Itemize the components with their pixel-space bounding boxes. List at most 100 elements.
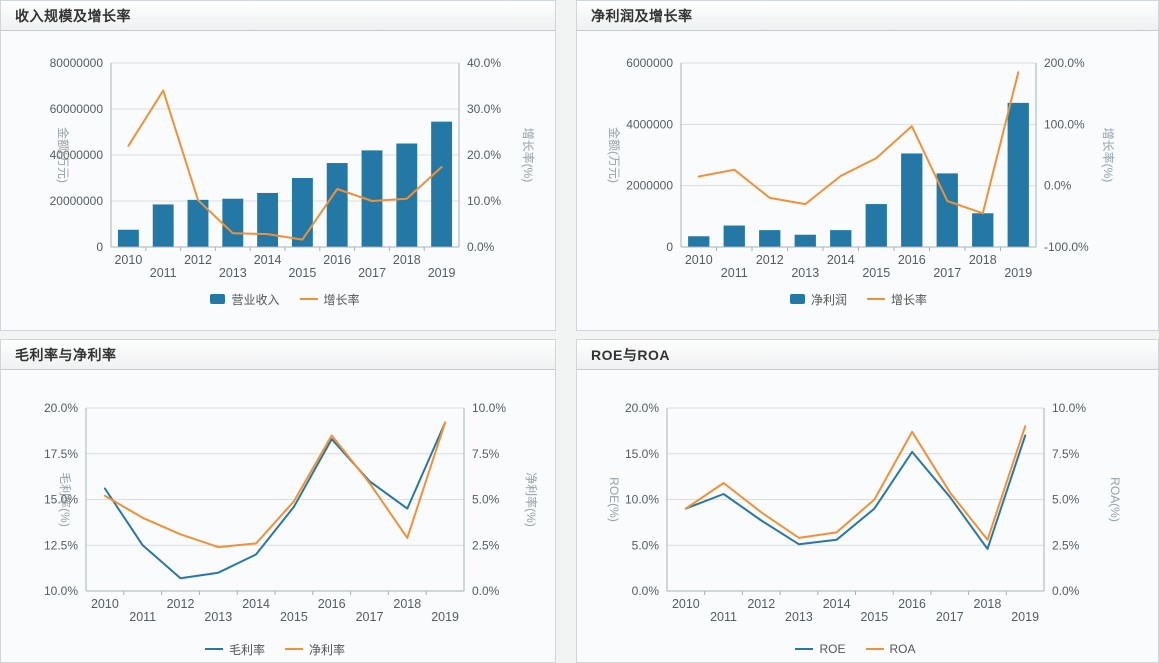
legend-item-line[interactable]: ROA <box>865 642 916 656</box>
bar-2017 <box>361 150 383 247</box>
line-series <box>684 434 1027 550</box>
legend-item-line[interactable]: 增长率 <box>299 291 360 308</box>
x-category-label: 2011 <box>710 610 737 624</box>
netprofit-growth-chart: 0 2000000 4000000 6000000 -100.0% 0.0% 100.0% 2… <box>607 56 1116 280</box>
line-series <box>103 421 447 549</box>
right-tick-label: 10.0% <box>467 194 501 208</box>
left-tick-label: 10.0% <box>625 493 659 507</box>
left-tick-label: 0 <box>96 240 103 254</box>
left-tick-label: 80000000 <box>50 56 104 70</box>
right-tick-label: 5.0% <box>1052 493 1080 507</box>
x-category-label: 2019 <box>1011 610 1039 624</box>
x-category-label: 2013 <box>785 610 813 624</box>
right-tick-label: 0.0% <box>1052 584 1080 598</box>
right-tick-label: 0.0% <box>467 240 495 254</box>
x-category-label: 2017 <box>358 266 386 280</box>
x-category-label: 2015 <box>280 610 308 624</box>
left-tick-label: 2000000 <box>626 179 673 193</box>
x-category-label: 2010 <box>672 597 700 611</box>
legend-bar-marker-icon <box>789 294 805 304</box>
legend-line-marker-icon <box>795 648 814 650</box>
panel-roe-roa: ROE与ROA 0.0% 5.0% 10.0% 15.0% 20.0% 0.0% 2.5% 5… <box>576 339 1159 663</box>
x-category-label: 2018 <box>969 253 997 267</box>
x-category-label: 2014 <box>254 253 282 267</box>
bar-2014 <box>830 230 852 247</box>
x-category-label: 2016 <box>898 253 926 267</box>
left-tick-label: 12.5% <box>44 538 78 552</box>
x-category-label: 2015 <box>288 266 316 280</box>
right-tick-label: 10.0% <box>1052 401 1086 415</box>
x-category-label: 2016 <box>323 253 351 267</box>
panel-header: 净利润及增长率 <box>577 1 1158 31</box>
legend-label: 毛利率 <box>228 642 265 657</box>
x-category-label: 2013 <box>204 610 232 624</box>
panel-title: 净利润及增长率 <box>591 7 693 24</box>
legend-label: 营业收入 <box>231 292 280 307</box>
left-tick-label: 5.0% <box>632 538 660 552</box>
panel-header: 毛利率与净利率 <box>1 340 555 370</box>
x-category-label: 2010 <box>114 253 142 267</box>
legend-item-line[interactable]: 毛利率 <box>204 641 265 658</box>
legend-item-bar[interactable]: 净利润 <box>789 291 847 308</box>
bar-2012 <box>187 199 209 247</box>
left-tick-label: 0 <box>666 240 673 254</box>
panel-title: 毛利率与净利率 <box>15 346 117 363</box>
legend-item-bar[interactable]: 营业收入 <box>210 291 280 308</box>
right-tick-label: 2.5% <box>472 538 500 552</box>
legend: ROE ROA <box>667 640 1044 658</box>
left-tick-label: 15.0% <box>625 447 659 461</box>
gross-net-margin-chart: 10.0% 12.5% 15.0% 17.5% 20.0% 0.0% 2.5% 5.0% 7.5… <box>44 401 539 624</box>
left-tick-label: 20.0% <box>44 401 78 415</box>
right-tick-label: 30.0% <box>467 102 501 116</box>
right-axis-title: 净利率(%) <box>524 472 539 527</box>
right-tick-label: -100.0% <box>1044 240 1089 254</box>
x-category-label: 2010 <box>685 253 713 267</box>
x-category-label: 2012 <box>184 253 212 267</box>
right-tick-label: 7.5% <box>472 447 500 461</box>
panel-title: 收入规模及增长率 <box>15 7 131 24</box>
legend-item-line[interactable]: 增长率 <box>867 291 927 308</box>
legend-item-line[interactable]: ROE <box>795 642 846 656</box>
bar-2015 <box>865 204 887 247</box>
right-axis-title: ROA(%) <box>1108 477 1122 522</box>
left-tick-label: 10.0% <box>44 584 78 598</box>
x-category-label: 2019 <box>1004 266 1032 280</box>
legend-line-marker-icon <box>299 298 318 300</box>
right-tick-label: 200.0% <box>1044 56 1085 70</box>
right-tick-label: 2.5% <box>1052 538 1080 552</box>
left-axis-title: ROE(%) <box>607 477 621 522</box>
legend-label: 净利润 <box>810 292 847 307</box>
bar-2010 <box>688 236 710 247</box>
left-tick-label: 0.0% <box>632 584 660 598</box>
x-category-label: 2018 <box>974 597 1002 611</box>
legend: 毛利率 净利率 <box>86 640 464 658</box>
line-series <box>684 425 1027 541</box>
x-category-label: 2017 <box>933 266 961 280</box>
legend-label: ROA <box>889 642 916 656</box>
x-category-label: 2018 <box>393 597 421 611</box>
bar-2019 <box>431 121 453 247</box>
left-tick-label: 60000000 <box>50 102 104 116</box>
bar-2013 <box>222 198 244 247</box>
legend-line-marker-icon <box>865 648 884 650</box>
panel-header: ROE与ROA <box>577 340 1158 370</box>
x-category-label: 2011 <box>129 610 156 624</box>
x-category-label: 2014 <box>827 253 855 267</box>
right-tick-label: 40.0% <box>467 56 501 70</box>
legend-line-marker-icon <box>867 298 885 300</box>
panel-netprofit-growth: 净利润及增长率 0 2000000 4000000 6000000 -100.0% 0.0… <box>576 0 1159 331</box>
right-tick-label: 0.0% <box>1044 179 1072 193</box>
legend-label: 增长率 <box>891 292 928 307</box>
x-category-label: 2015 <box>860 610 888 624</box>
line-series <box>697 71 1020 215</box>
bar-2018 <box>396 143 418 247</box>
x-category-label: 2012 <box>167 597 195 611</box>
legend: 营业收入 增长率 <box>111 290 459 308</box>
x-category-label: 2013 <box>219 266 247 280</box>
line-series <box>127 89 443 241</box>
legend-item-line[interactable]: 净利率 <box>285 641 345 658</box>
line-series <box>103 421 447 580</box>
legend-label: ROE <box>819 642 846 656</box>
x-category-label: 2011 <box>721 266 748 280</box>
